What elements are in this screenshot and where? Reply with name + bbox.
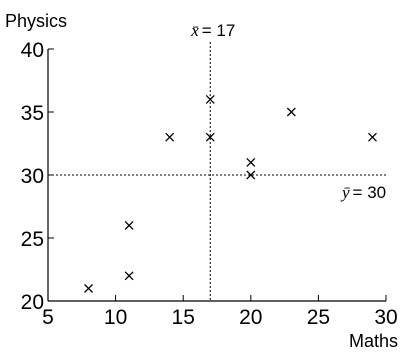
- x-tick-label: 15: [172, 306, 195, 329]
- y-tick-label: 25: [21, 228, 44, 251]
- data-point: [205, 132, 215, 142]
- y-tick-label: 20: [21, 291, 44, 314]
- data-point: [124, 271, 134, 281]
- x-tick-label: 25: [307, 306, 330, 329]
- x-tick-label: 30: [374, 306, 397, 329]
- data-point: [246, 157, 256, 167]
- data-point: [205, 94, 215, 104]
- y-tick-label: 35: [21, 102, 44, 125]
- x-tick-label: 5: [42, 306, 54, 329]
- data-point: [246, 170, 256, 180]
- data-point: [165, 132, 175, 142]
- x-tick-label: 20: [239, 306, 262, 329]
- y-tick-label: 40: [21, 39, 44, 62]
- x-axis-title: Maths: [349, 331, 398, 351]
- x-tick-label: 10: [104, 306, 127, 329]
- data-point: [124, 220, 134, 230]
- data-point: [84, 283, 94, 293]
- x-mean-label: x̄ = 17: [190, 21, 235, 40]
- data-point: [286, 107, 296, 117]
- y-tick-label: 30: [21, 165, 44, 188]
- y-axis-title: Physics: [5, 11, 67, 31]
- y-mean-label: ȳ = 30: [340, 183, 386, 202]
- data-point: [368, 132, 377, 142]
